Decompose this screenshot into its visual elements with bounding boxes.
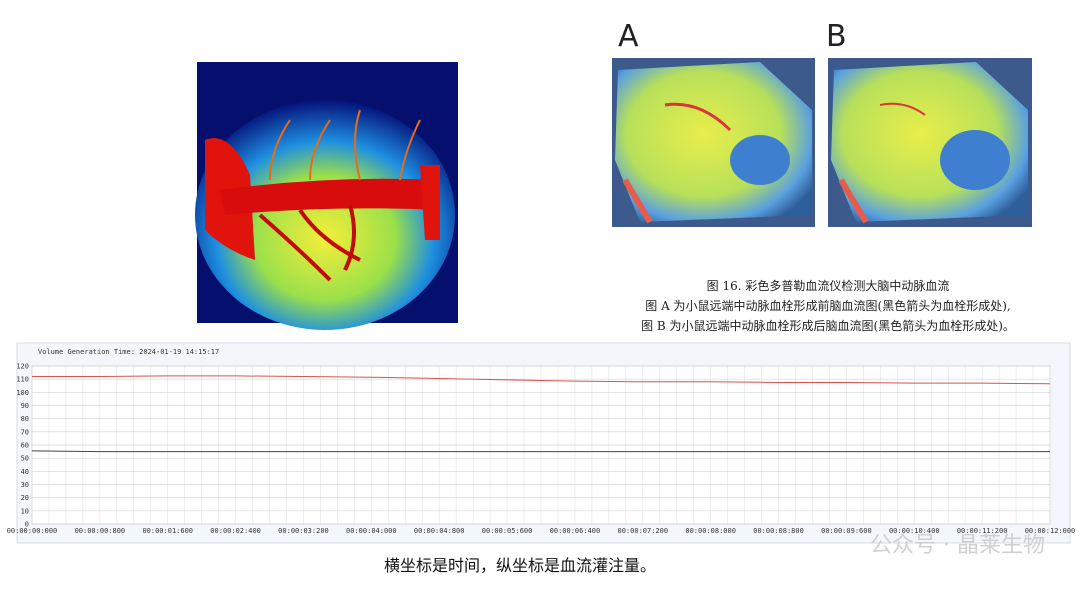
panel-label: A xyxy=(618,19,639,54)
caption: 图 B 为小鼠远端中动脉血栓形成后脑血流图(黑色箭头为血栓形成处)。 xyxy=(641,318,1015,333)
panel-a-image xyxy=(612,58,815,227)
y-tick-label: 90 xyxy=(21,402,29,410)
footer-note: 横坐标是时间，纵坐标是血流灌注量。 xyxy=(384,556,656,575)
data-line xyxy=(31,450,1050,453)
y-tick-label: 110 xyxy=(16,376,29,384)
data-line xyxy=(32,375,1051,385)
x-tick-label: 00:00:00:800 xyxy=(75,527,126,535)
x-tick-label: 00:00:02:400 xyxy=(210,527,261,535)
panel-b-image xyxy=(828,58,1032,227)
y-tick-label: 10 xyxy=(21,507,29,515)
watermark: 公众号 · 晶莱生物 xyxy=(870,533,1045,558)
caption: 图 A 为小鼠远端中动脉血栓形成前脑血流图(黑色箭头为血栓形成处), xyxy=(645,298,1010,313)
y-tick-label: 60 xyxy=(21,442,29,450)
x-tick-label: 00:00:10:400 xyxy=(889,527,940,535)
x-tick-label: 00:00:12:000 xyxy=(1025,527,1076,535)
x-tick-label: 00:00:04:000 xyxy=(346,527,397,535)
y-tick-label: 20 xyxy=(21,494,29,502)
x-tick-label: 00:00:08:000 xyxy=(685,527,736,535)
x-tick-label: 00:00:09:600 xyxy=(821,527,872,535)
chart-subtitle: Volume Generation Time: 2024-01-19 14:15… xyxy=(38,348,219,356)
x-tick-label: 00:00:06:400 xyxy=(550,527,601,535)
y-tick-label: 40 xyxy=(21,468,29,476)
chart: 0 10 20 30 40 50 60 70 80 90 100 110 120 00:00:00:000… xyxy=(7,363,1076,536)
panel-label: B xyxy=(826,19,847,54)
x-tick-label: 00:00:05:600 xyxy=(482,527,533,535)
x-tick-label: 00:00:04:800 xyxy=(414,527,465,535)
y-tick-label: 100 xyxy=(16,389,29,397)
x-tick-label: 00:00:07:200 xyxy=(618,527,669,535)
y-tick-label: 120 xyxy=(16,363,29,371)
x-tick-label: 00:00:01:600 xyxy=(142,527,193,535)
x-tick-label: 00:00:11:200 xyxy=(957,527,1008,535)
x-tick-label: 00:00:08:800 xyxy=(753,527,804,535)
heatmap-image xyxy=(195,62,458,330)
y-tick-label: 50 xyxy=(21,455,29,463)
y-tick-label: 30 xyxy=(21,481,29,489)
x-tick-label: 00:00:03:200 xyxy=(278,527,329,535)
y-tick-label: 80 xyxy=(21,415,29,423)
x-tick-label: 00:00:00:000 xyxy=(7,527,58,535)
y-tick-label: 70 xyxy=(21,428,29,436)
caption: 图 16. 彩色多普勒血流仪检测大脑中动脉血流 xyxy=(707,278,950,293)
y-tick-label: 0 xyxy=(25,521,29,529)
